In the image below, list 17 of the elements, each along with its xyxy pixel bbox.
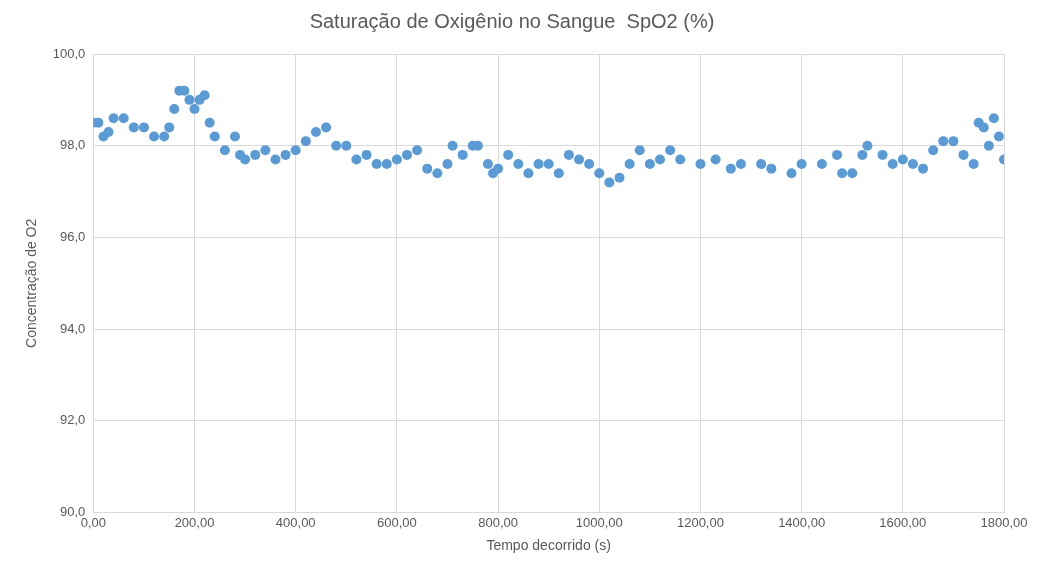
x-tick-label: 1200,00: [676, 514, 724, 530]
x-axis-title: Tempo decorrido (s): [486, 537, 611, 554]
chart-title: Saturação de Oxigênio no Sangue SpO2 (%): [309, 9, 715, 32]
x-tick-label: 1000,00: [575, 514, 623, 530]
x-tick-label: 1600,00: [879, 514, 927, 530]
x-tick-label: 800,00: [478, 514, 518, 530]
x-tick-label: 1400,00: [778, 514, 826, 530]
x-tick-label: 600,00: [377, 514, 417, 530]
x-tick-label: 200,00: [174, 514, 215, 530]
y-tick-label: 92,0: [60, 412, 86, 428]
y-tick-label: 100,0: [52, 45, 86, 61]
x-tick-label: 400,00: [275, 514, 316, 530]
y-tick-label: 94,0: [60, 320, 86, 336]
x-tick-label: 1800,00: [980, 514, 1028, 530]
y-tick-label: 96,0: [60, 229, 86, 245]
y-tick-label: 98,0: [60, 137, 86, 153]
y-axis-title: Concentração de O2: [23, 218, 40, 348]
